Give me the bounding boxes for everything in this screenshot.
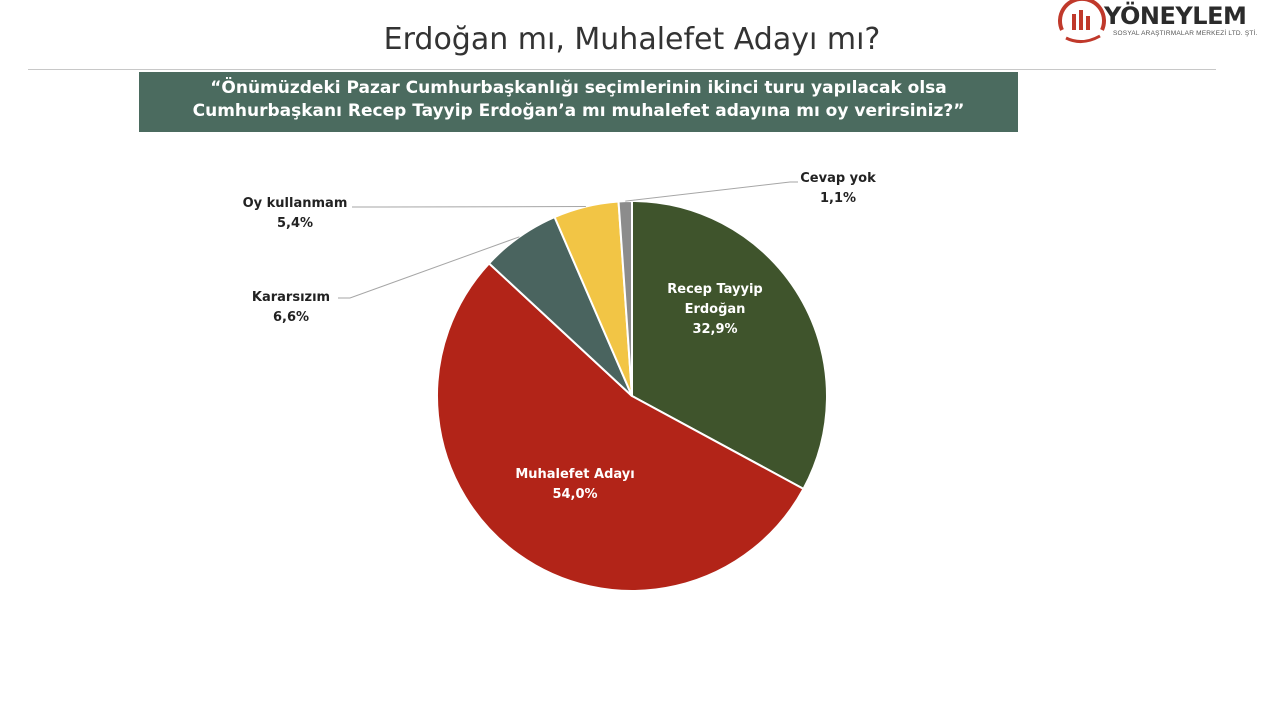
leader-line-kararsizim bbox=[338, 236, 520, 299]
logo-icon bbox=[1058, 0, 1106, 43]
pie-slice-recep-tayyip-erdogan bbox=[631, 199, 828, 491]
pie-slice-cevap-yok bbox=[617, 199, 633, 397]
pie-slice-muhalefet-adayi bbox=[436, 261, 805, 592]
leader-line-cevap-yok bbox=[625, 181, 798, 202]
logo-subtitle: SOSYAL ARAŞTIRMALAR MERKEZİ LTD. ŞTİ. bbox=[1113, 30, 1258, 37]
slice-label-erdogan: Recep Tayyip Erdoğan 32,9% bbox=[667, 282, 762, 337]
slice-label-cevap-yok: Cevap yok 1,1% bbox=[800, 171, 876, 206]
logo-name: YÖNEYLEM bbox=[1104, 2, 1247, 30]
pie-slices bbox=[436, 199, 828, 592]
title-divider bbox=[28, 69, 1216, 70]
pie-labels: Recep Tayyip Erdoğan 32,9% Muhalefet Adayı 5… bbox=[243, 171, 876, 502]
slice-label-oy-kullanmam: Oy kullanmam 5,4% bbox=[243, 196, 348, 231]
slice-label-kararsizim: Kararsızım 6,6% bbox=[252, 290, 330, 325]
slice-label-muhalefet-adayi: Muhalefet Adayı 54,0% bbox=[515, 467, 634, 502]
page-title: Erdoğan mı, Muhalefet Adayı mı? bbox=[383, 22, 881, 57]
survey-question-banner: “Önümüzdeki Pazar Cumhurbaşkanlığı seçim… bbox=[139, 72, 1018, 132]
